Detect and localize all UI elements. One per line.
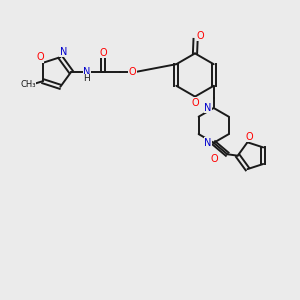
Text: O: O	[191, 98, 199, 108]
Text: O: O	[245, 132, 253, 142]
Text: O: O	[211, 154, 218, 164]
Text: N: N	[204, 103, 212, 113]
Text: N: N	[60, 47, 67, 57]
Text: N: N	[83, 67, 90, 77]
Text: O: O	[196, 31, 204, 41]
Text: CH₃: CH₃	[20, 80, 36, 89]
Text: N: N	[204, 138, 212, 148]
Text: O: O	[36, 52, 44, 62]
Text: O: O	[99, 47, 107, 58]
Text: H: H	[83, 74, 90, 83]
Text: O: O	[128, 67, 136, 77]
